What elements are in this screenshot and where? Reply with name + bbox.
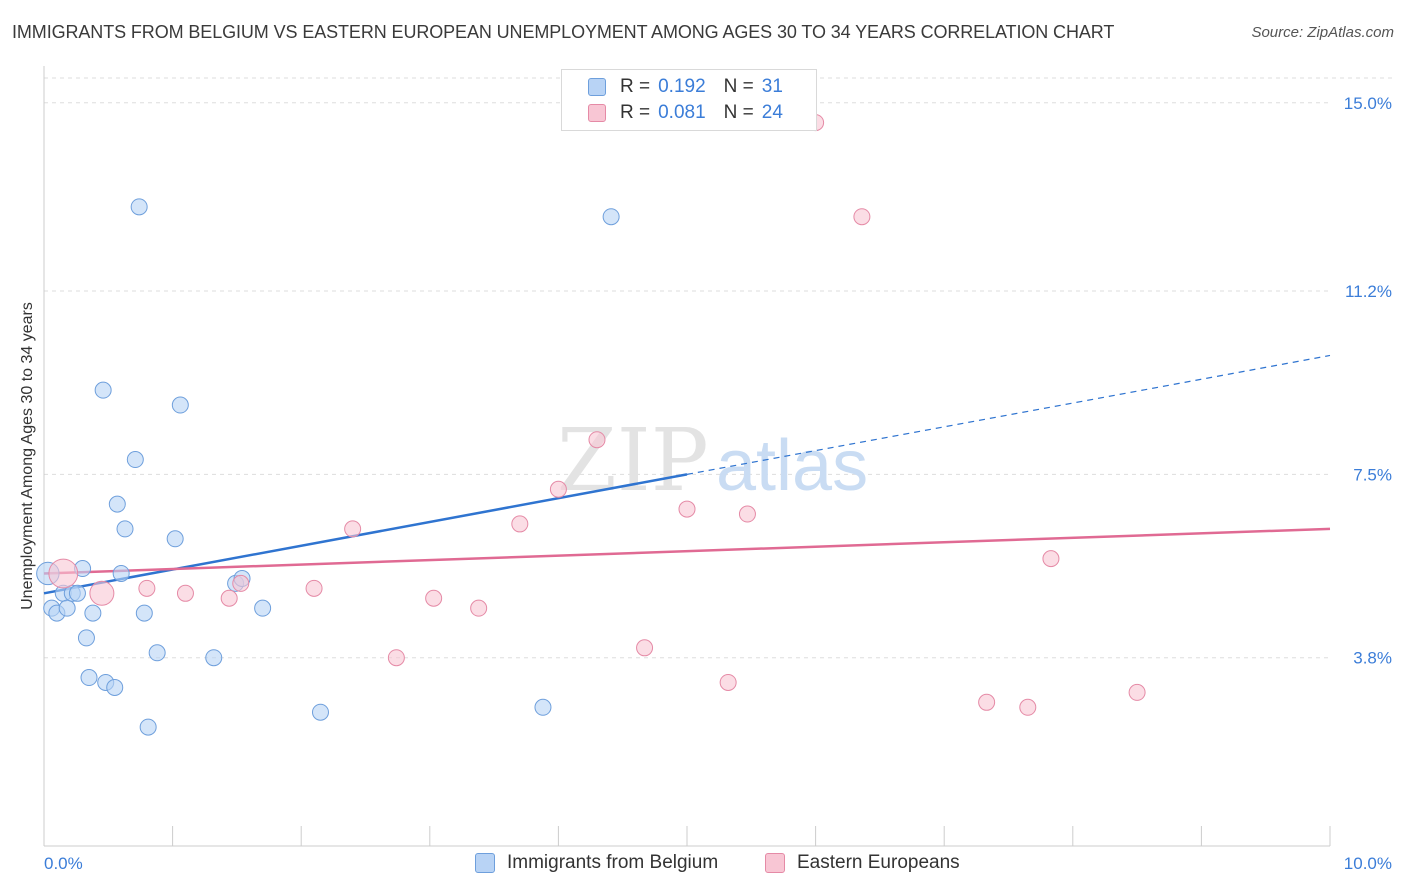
n-label: N =: [723, 76, 754, 97]
legend-item-belgium[interactable]: Immigrants from Belgium: [475, 852, 718, 874]
point-eastern: [89, 580, 115, 606]
stats-row-eastern: R = 0.081 N = 24: [588, 101, 783, 125]
point-belgium: [534, 698, 552, 716]
source-label: Source: ZipAtlas.com: [1251, 24, 1394, 41]
trend-line-eastern: [43, 527, 1331, 575]
point-eastern: [738, 505, 756, 523]
point-eastern: [588, 431, 606, 449]
point-eastern: [719, 673, 737, 691]
point-belgium: [84, 604, 102, 622]
r-value: 0.192: [658, 76, 706, 97]
blue-swatch: [588, 78, 606, 96]
point-eastern: [138, 579, 156, 597]
point-belgium: [94, 381, 112, 399]
trend-line-belgium: [43, 473, 688, 595]
watermark-atlas: atlas: [716, 426, 868, 506]
blue-swatch: [475, 853, 495, 873]
point-belgium: [311, 703, 329, 721]
point-belgium: [77, 629, 95, 647]
point-eastern: [1042, 550, 1060, 568]
point-eastern: [305, 579, 323, 597]
data-points: [36, 114, 1146, 736]
series-legend: Immigrants from Belgium Eastern European…: [0, 852, 1406, 878]
watermark: ZIP atlas: [557, 411, 868, 511]
point-eastern: [470, 599, 488, 617]
stats-row-belgium: R = 0.192 N = 31: [588, 75, 783, 99]
point-belgium: [254, 599, 272, 617]
point-belgium: [130, 198, 148, 216]
point-eastern: [678, 500, 696, 518]
point-eastern: [636, 639, 654, 657]
r-value: 0.081: [658, 102, 706, 123]
r-label: R =: [620, 76, 651, 97]
trend-lines: [43, 354, 1331, 595]
point-belgium: [135, 604, 153, 622]
point-belgium: [139, 718, 157, 736]
legend-label: Immigrants from Belgium: [507, 852, 719, 873]
point-belgium: [166, 530, 184, 548]
point-eastern: [220, 589, 238, 607]
trend-line-belgium-extension: [686, 354, 1331, 475]
point-eastern: [232, 574, 250, 592]
axes: [43, 66, 1331, 847]
n-value: 24: [761, 102, 783, 123]
point-belgium: [112, 564, 130, 582]
n-label: N =: [723, 102, 754, 123]
point-eastern: [978, 693, 996, 711]
y-tick-label: 7.5%: [1353, 465, 1392, 484]
x-tick-label: 0.0%: [44, 854, 83, 873]
point-belgium: [80, 669, 98, 687]
point-eastern: [1019, 698, 1037, 716]
point-eastern: [549, 480, 567, 498]
point-belgium: [148, 644, 166, 662]
point-belgium: [116, 520, 134, 538]
point-eastern: [176, 584, 194, 602]
point-eastern: [511, 515, 529, 533]
point-eastern: [344, 520, 362, 538]
point-eastern: [425, 589, 443, 607]
y-tick-label: 11.2%: [1345, 282, 1392, 301]
point-belgium: [68, 584, 86, 602]
grid-lines: [44, 77, 1392, 659]
r-label: R =: [620, 102, 651, 123]
point-belgium: [58, 599, 76, 617]
point-belgium: [108, 495, 126, 513]
y-tick-label: 15.0%: [1344, 94, 1392, 113]
watermark-zip: ZIP: [557, 411, 709, 511]
legend-label: Eastern Europeans: [797, 852, 960, 873]
point-belgium: [171, 396, 189, 414]
point-belgium: [106, 678, 124, 696]
point-eastern: [1128, 683, 1146, 701]
y-tick-label: 3.8%: [1353, 649, 1392, 668]
point-belgium: [205, 649, 223, 667]
tick-labels: 3.8% 7.5% 11.2% 15.0% 0.0% 10.0%: [44, 94, 1392, 873]
point-belgium: [602, 208, 620, 226]
point-eastern: [853, 208, 871, 226]
point-belgium: [126, 451, 144, 469]
chart-title: IMMIGRANTS FROM BELGIUM VS EASTERN EUROP…: [12, 22, 1115, 42]
pink-swatch: [588, 104, 606, 122]
stats-legend: R = 0.192 N = 31 R = 0.081 N = 24: [561, 69, 817, 131]
pink-swatch: [765, 853, 785, 873]
n-value: 31: [761, 76, 783, 97]
x-tick-label: 10.0%: [1344, 854, 1392, 873]
legend-item-eastern[interactable]: Eastern Europeans: [765, 852, 960, 874]
point-eastern: [48, 558, 79, 589]
point-eastern: [387, 649, 405, 667]
